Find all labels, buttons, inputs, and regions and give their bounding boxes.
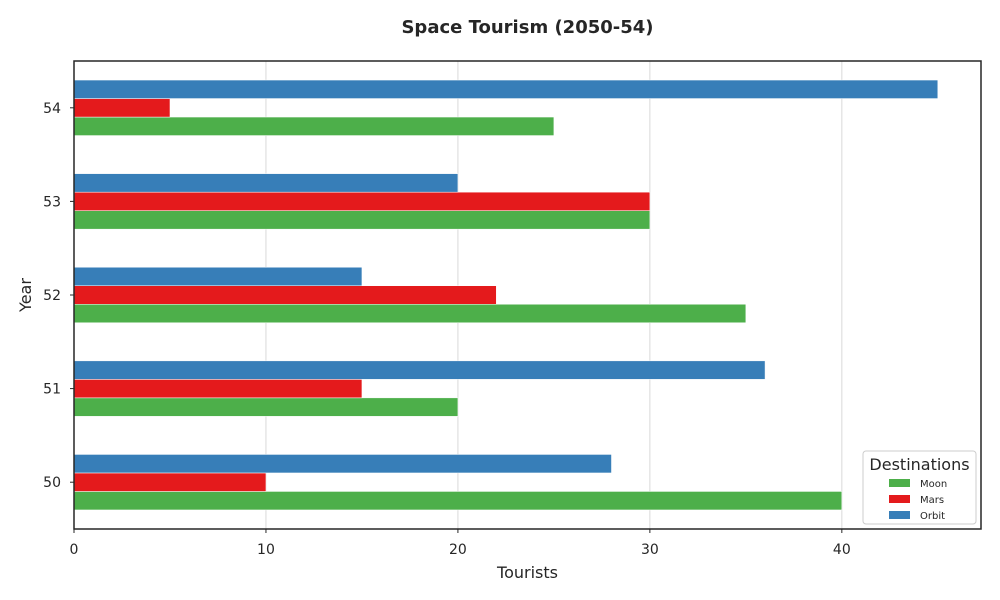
bar-orbit-53 bbox=[73, 173, 459, 193]
legend-box bbox=[862, 450, 977, 525]
legend-label-moon: Moon bbox=[920, 479, 947, 490]
legend-title: Destinations bbox=[869, 455, 969, 474]
y-tick-label: 54 bbox=[43, 101, 61, 117]
y-tick-label: 51 bbox=[43, 382, 61, 398]
bar-moon-54 bbox=[73, 116, 555, 136]
bar-moon-51 bbox=[73, 397, 459, 417]
bar-orbit-54 bbox=[73, 79, 939, 99]
bar-orbit-50 bbox=[73, 454, 612, 474]
y-tick-label: 53 bbox=[43, 194, 61, 210]
y-axis-label: Year bbox=[16, 278, 35, 313]
bar-mars-50 bbox=[73, 472, 267, 492]
legend: Destinations Moon Mars Orbit bbox=[862, 450, 977, 525]
legend-swatch-orbit bbox=[889, 511, 910, 519]
x-tick-label: 20 bbox=[449, 542, 467, 558]
x-tick-label: 40 bbox=[833, 542, 851, 558]
legend-swatch-moon bbox=[889, 479, 910, 487]
legend-swatch-mars bbox=[889, 495, 910, 503]
y-tick-label: 52 bbox=[43, 288, 61, 304]
bar-moon-53 bbox=[73, 210, 651, 230]
legend-label-mars: Mars bbox=[920, 495, 944, 506]
bar-mars-52 bbox=[73, 285, 497, 305]
chart-title: Space Tourism (2050-54) bbox=[401, 17, 653, 38]
bar-moon-52 bbox=[73, 304, 747, 323]
y-tick-label: 50 bbox=[43, 475, 61, 491]
x-axis-label: Tourists bbox=[496, 563, 558, 582]
legend-entries: Moon Mars Orbit bbox=[889, 479, 947, 522]
x-tick-label: 0 bbox=[70, 542, 79, 558]
bars-layer bbox=[73, 79, 939, 511]
x-tick-layer: 0 10 20 30 40 bbox=[70, 529, 851, 558]
bar-mars-53 bbox=[73, 191, 651, 211]
bar-mars-54 bbox=[73, 98, 171, 118]
bar-mars-51 bbox=[73, 379, 363, 399]
legend-label-orbit: Orbit bbox=[920, 511, 945, 522]
x-tick-label: 10 bbox=[257, 542, 275, 558]
bar-moon-50 bbox=[73, 491, 843, 511]
bar-orbit-52 bbox=[73, 267, 363, 286]
bar-orbit-51 bbox=[73, 360, 766, 380]
x-tick-label: 30 bbox=[641, 542, 659, 558]
y-tick-layer: 50 51 52 53 54 bbox=[43, 101, 74, 491]
